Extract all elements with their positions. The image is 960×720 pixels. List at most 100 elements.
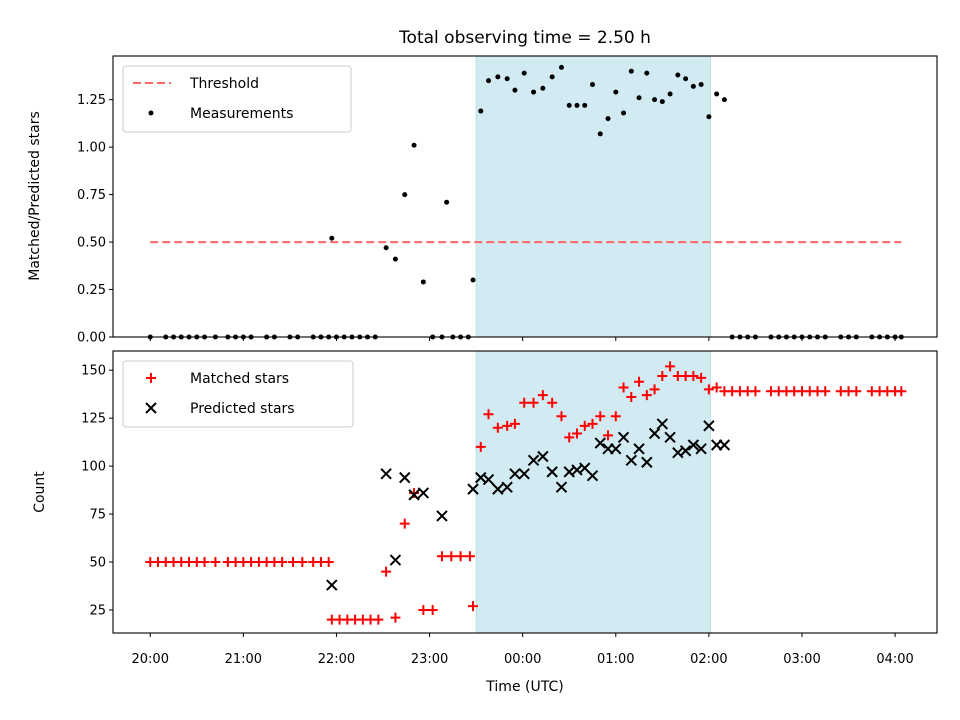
x-tick-label: 00:00 bbox=[504, 652, 541, 667]
matched-stars-point bbox=[641, 390, 652, 401]
measurement-point bbox=[574, 102, 580, 108]
measurement-point bbox=[652, 97, 658, 103]
measurement-point bbox=[383, 245, 389, 251]
predicted-stars-point bbox=[537, 450, 549, 463]
matched-stars-point bbox=[199, 557, 210, 568]
legend-label: Matched stars bbox=[190, 371, 289, 387]
predicted-stars-point bbox=[492, 483, 504, 495]
matched-stars-point bbox=[468, 601, 479, 612]
predicted-stars-point bbox=[594, 437, 606, 449]
top-y-tick-label: 1.00 bbox=[77, 141, 106, 156]
x-tick-label: 02:00 bbox=[690, 652, 727, 667]
matched-stars-point bbox=[649, 384, 660, 395]
legend-predicted-swatch bbox=[145, 402, 157, 414]
chart-title: Total observing time = 2.50 h bbox=[398, 28, 651, 48]
matched-stars-point bbox=[277, 557, 288, 568]
matched-stars-point bbox=[618, 382, 629, 393]
bottom-legend bbox=[122, 360, 354, 428]
matched-stars-point bbox=[703, 384, 714, 395]
predicted-stars-point bbox=[436, 510, 448, 522]
predicted-stars-point bbox=[695, 443, 707, 455]
measurement-point bbox=[590, 81, 596, 87]
matched-stars-point bbox=[455, 551, 466, 562]
matched-stars-point bbox=[418, 604, 429, 615]
measurement-point bbox=[605, 116, 611, 122]
measurement-point bbox=[683, 76, 689, 82]
top-y-tick-label: 0.75 bbox=[77, 188, 106, 203]
predicted-stars-point bbox=[482, 473, 495, 486]
matched-stars-point bbox=[509, 418, 520, 429]
measurement-point bbox=[721, 97, 727, 103]
matched-stars-point bbox=[587, 418, 598, 429]
predicted-stars-point bbox=[610, 443, 622, 455]
predicted-stars-point bbox=[527, 454, 540, 467]
measurement-point bbox=[329, 235, 335, 241]
measurement-point bbox=[470, 277, 476, 283]
measurement-point bbox=[613, 89, 619, 95]
predicted-stars-point bbox=[641, 456, 653, 468]
measurement-point bbox=[402, 192, 408, 198]
measurement-point bbox=[486, 78, 492, 84]
predicted-stars-point bbox=[417, 487, 430, 499]
matched-stars-point bbox=[537, 390, 548, 401]
matched-stars-point bbox=[603, 430, 614, 441]
matched-stars-point bbox=[436, 551, 447, 562]
bottom-y-tick-label: 75 bbox=[89, 508, 106, 523]
predicted-stars-point bbox=[625, 454, 638, 467]
matched-stars-point bbox=[475, 441, 486, 452]
predicted-stars-point bbox=[617, 431, 630, 444]
bottom-y-tick-label: 150 bbox=[81, 364, 106, 379]
top-y-tick-label: 0.50 bbox=[77, 236, 106, 251]
matched-stars-point bbox=[610, 411, 621, 422]
predicted-stars-point bbox=[633, 443, 645, 455]
measurement-point bbox=[521, 70, 527, 76]
matched-stars-point bbox=[851, 386, 862, 397]
predicted-stars-point bbox=[326, 579, 338, 591]
matched-stars-point bbox=[665, 361, 676, 372]
measurement-point bbox=[628, 68, 634, 74]
legend-matched-swatch bbox=[146, 373, 156, 383]
x-tick-label: 04:00 bbox=[876, 652, 913, 667]
top-legend bbox=[122, 65, 352, 133]
x-tick-label: 01:00 bbox=[597, 652, 634, 667]
predicted-stars-point bbox=[703, 420, 715, 432]
measurement-point bbox=[636, 95, 642, 101]
matched-stars-point bbox=[547, 397, 558, 408]
matched-stars-point bbox=[579, 420, 590, 431]
bottom-y-tick-label: 25 bbox=[89, 603, 106, 618]
bottom-y-tick-label: 125 bbox=[81, 412, 106, 427]
matched-stars-point bbox=[519, 397, 530, 408]
matched-stars-point bbox=[626, 392, 637, 403]
predicted-stars-point bbox=[467, 483, 479, 495]
predicted-stars-point bbox=[586, 469, 599, 482]
measurement-point bbox=[478, 108, 484, 114]
measurement-point bbox=[714, 91, 720, 97]
x-tick-label: 20:00 bbox=[132, 652, 169, 667]
measurement-point bbox=[698, 81, 704, 87]
predicted-stars-point bbox=[687, 439, 700, 451]
predicted-stars-point bbox=[380, 468, 392, 480]
predicted-stars-point bbox=[518, 468, 530, 480]
matched-stars-point bbox=[657, 370, 668, 381]
plot-layer: 0.00 0.25 0.50 0.75 1.00 1.25 Threshold Measure… bbox=[77, 55, 938, 667]
measurement-point bbox=[411, 142, 417, 148]
matched-stars-point bbox=[288, 557, 299, 568]
matched-stars-point bbox=[399, 518, 410, 529]
x-tick-label: 22:00 bbox=[318, 652, 355, 667]
measurement-point bbox=[621, 110, 627, 116]
top-y-axis-label: Matched/Predicted stars bbox=[27, 111, 43, 281]
measurement-point bbox=[644, 70, 650, 76]
x-axis-label: Time (UTC) bbox=[485, 679, 563, 695]
matched-stars-point bbox=[381, 566, 392, 577]
top-shaded-region bbox=[475, 55, 711, 338]
legend-label: Measurements bbox=[190, 106, 293, 122]
matched-stars-point bbox=[896, 386, 907, 397]
measurement-point bbox=[690, 83, 696, 89]
predicted-stars-point bbox=[656, 418, 669, 430]
bottom-shaded-region bbox=[475, 350, 711, 634]
measurement-point bbox=[504, 76, 510, 82]
measurement-point bbox=[675, 72, 681, 78]
bottom-series-0 bbox=[145, 361, 907, 625]
matched-stars-point bbox=[528, 397, 539, 408]
matched-stars-point bbox=[409, 487, 420, 498]
